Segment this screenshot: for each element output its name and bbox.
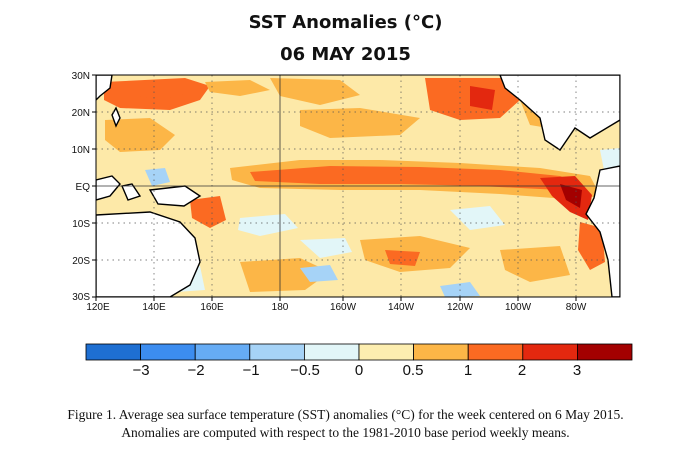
anomaly-region xyxy=(138,84,185,100)
new-guinea-land xyxy=(148,185,202,207)
anomaly-region xyxy=(300,265,338,282)
lat-label: 10S xyxy=(72,219,90,230)
colorbar-swatch xyxy=(303,343,360,361)
lon-label: 140W xyxy=(388,302,415,313)
land xyxy=(96,75,620,297)
lat-label: 10N xyxy=(72,145,90,156)
colorbar-labels: −3 −2 −1 −0.5 0 0.5 1 2 3 xyxy=(132,362,581,379)
anomaly-region xyxy=(145,168,170,186)
anomaly-region xyxy=(300,108,420,138)
colorbar-swatch xyxy=(85,343,141,361)
colorbar-tick-label: −2 xyxy=(187,362,204,379)
colorbar-swatch xyxy=(467,343,524,361)
longitude-labels: 120E 140E 160E 180 160W 140W 120W 100W 8… xyxy=(86,302,587,313)
equatorial-anomaly xyxy=(250,166,585,190)
anomaly-region xyxy=(205,80,270,96)
anomaly-region xyxy=(470,86,495,110)
axis-ticks xyxy=(92,74,577,301)
anomaly-region xyxy=(500,246,570,282)
australia-land xyxy=(96,211,201,297)
map-title: SST Anomalies (°C) xyxy=(248,12,443,33)
lon-label: 120W xyxy=(447,302,474,313)
latitude-labels: 30N 20N 10N EQ 10S 20S 30S xyxy=(72,71,91,303)
anomaly-region xyxy=(270,78,360,105)
lat-label: 20S xyxy=(72,256,90,267)
lat-label: 30S xyxy=(72,292,90,303)
colorbar-swatch xyxy=(140,343,196,361)
colorbar-tick-label: −1 xyxy=(242,362,259,379)
philippines-land xyxy=(111,106,121,128)
colorbar-tick-label: −3 xyxy=(132,362,149,379)
colorbar-swatch xyxy=(577,343,633,361)
colorbar xyxy=(85,343,633,361)
colorbar-swatch xyxy=(413,343,469,361)
colorbar-swatch xyxy=(194,343,251,361)
figure-caption-line-2: Anomalies are computed with respect to t… xyxy=(121,425,570,440)
lat-label: 20N xyxy=(72,108,90,119)
north-america-land xyxy=(499,75,620,151)
lon-label: 80W xyxy=(566,302,587,313)
sulawesi-land xyxy=(121,183,142,201)
colorbar-swatch xyxy=(249,343,305,361)
lon-label: 180 xyxy=(272,302,289,313)
lon-label: 120E xyxy=(86,302,110,313)
lon-label: 160E xyxy=(200,302,224,313)
map-field xyxy=(96,75,620,297)
anomaly-region xyxy=(190,196,226,228)
colorbar-tick-label: 2 xyxy=(518,362,526,379)
anomaly-region xyxy=(450,206,505,230)
colorbar-tick-label: 0 xyxy=(355,362,363,379)
colorbar-tick-label: 1 xyxy=(464,362,472,379)
anomaly-region xyxy=(240,258,330,292)
anomaly-region xyxy=(238,214,298,236)
anomaly-region xyxy=(578,222,605,270)
borneo-land xyxy=(96,175,121,201)
lon-label: 100W xyxy=(505,302,532,313)
anomaly-region xyxy=(105,118,175,152)
anomaly-region xyxy=(300,238,352,258)
equatorial-anomaly xyxy=(560,184,582,208)
anomaly-region xyxy=(385,250,420,266)
lon-label: 160W xyxy=(330,302,357,313)
colorbar-tick-label: 0.5 xyxy=(403,362,424,379)
colorbar-swatch xyxy=(358,343,414,361)
lon-label: 140E xyxy=(142,302,166,313)
asia-land xyxy=(96,75,113,101)
lat-label: 30N xyxy=(72,71,90,82)
colorbar-swatch xyxy=(522,343,578,361)
lat-label: EQ xyxy=(76,182,91,193)
figure-caption-line-1: Figure 1. Average sea surface temperatur… xyxy=(67,407,624,422)
colorbar-tick-label: −0.5 xyxy=(290,362,320,379)
colorbar-tick-label: 3 xyxy=(573,362,581,379)
map-date: 06 MAY 2015 xyxy=(280,44,411,65)
